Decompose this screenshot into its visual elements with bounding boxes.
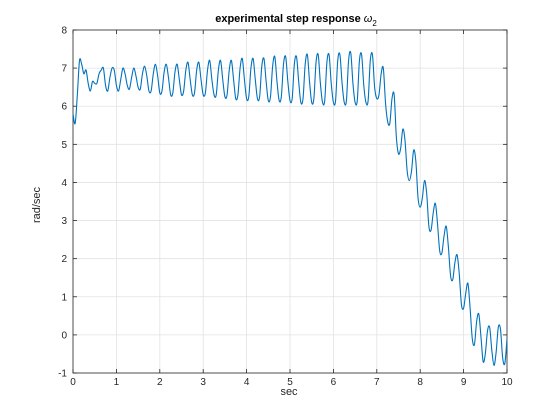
y-tick-label: 6 [61, 102, 67, 113]
chart-title-main: experimental step response [215, 13, 364, 25]
x-tick-labels: 0 1 2 3 4 5 6 7 8 9 10 [70, 377, 513, 388]
y-tick-label: 8 [61, 26, 67, 37]
x-tick-label: 6 [331, 377, 337, 388]
axis-ticks [72, 29, 508, 374]
x-tick-label: 7 [374, 377, 380, 388]
y-tick-label: 4 [61, 178, 67, 189]
y-tick-label: 0 [61, 330, 67, 341]
series-line [72, 50, 508, 366]
x-tick-label: 3 [200, 377, 206, 388]
x-tick-label: 5 [287, 377, 293, 388]
x-tick-label: 0 [70, 377, 76, 388]
x-tick-label: 9 [461, 377, 467, 388]
y-tick-label: 2 [61, 254, 67, 265]
x-tick-label: 2 [157, 377, 163, 388]
chart-title-symbol: ω [364, 13, 373, 25]
y-tick-label: 3 [61, 216, 67, 227]
chart-title-subscript: 2 [372, 19, 377, 28]
x-tick-label: 10 [501, 377, 513, 388]
chart-title: experimental step response ω2 [215, 13, 377, 28]
x-tick-label: 8 [417, 377, 423, 388]
grid-lines [72, 29, 508, 374]
y-tick-labels: -1 0 1 2 3 4 5 6 7 8 [58, 26, 67, 380]
y-tick-label: -1 [58, 369, 67, 380]
y-axis-label: rad/sec [31, 186, 43, 223]
x-axis-label: sec [280, 386, 298, 398]
y-tick-label: 7 [61, 64, 67, 75]
y-tick-label: 5 [61, 140, 67, 151]
y-tick-label: 1 [61, 292, 67, 303]
x-tick-label: 4 [244, 377, 250, 388]
x-tick-label: 1 [114, 377, 120, 388]
